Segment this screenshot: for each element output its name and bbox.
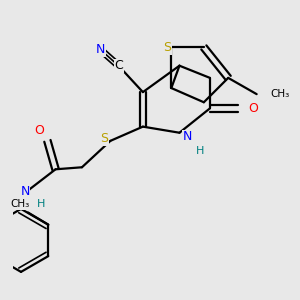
Text: N: N — [183, 130, 192, 143]
Text: S: S — [163, 41, 171, 54]
Text: H: H — [37, 199, 46, 209]
Text: CH₃: CH₃ — [10, 199, 29, 209]
Text: N: N — [20, 185, 30, 198]
Text: H: H — [196, 146, 204, 156]
Text: S: S — [100, 132, 108, 145]
Text: N: N — [95, 43, 105, 56]
Text: CH₃: CH₃ — [271, 89, 290, 99]
Text: O: O — [248, 102, 258, 115]
Text: C: C — [114, 59, 123, 72]
Text: O: O — [34, 124, 44, 137]
